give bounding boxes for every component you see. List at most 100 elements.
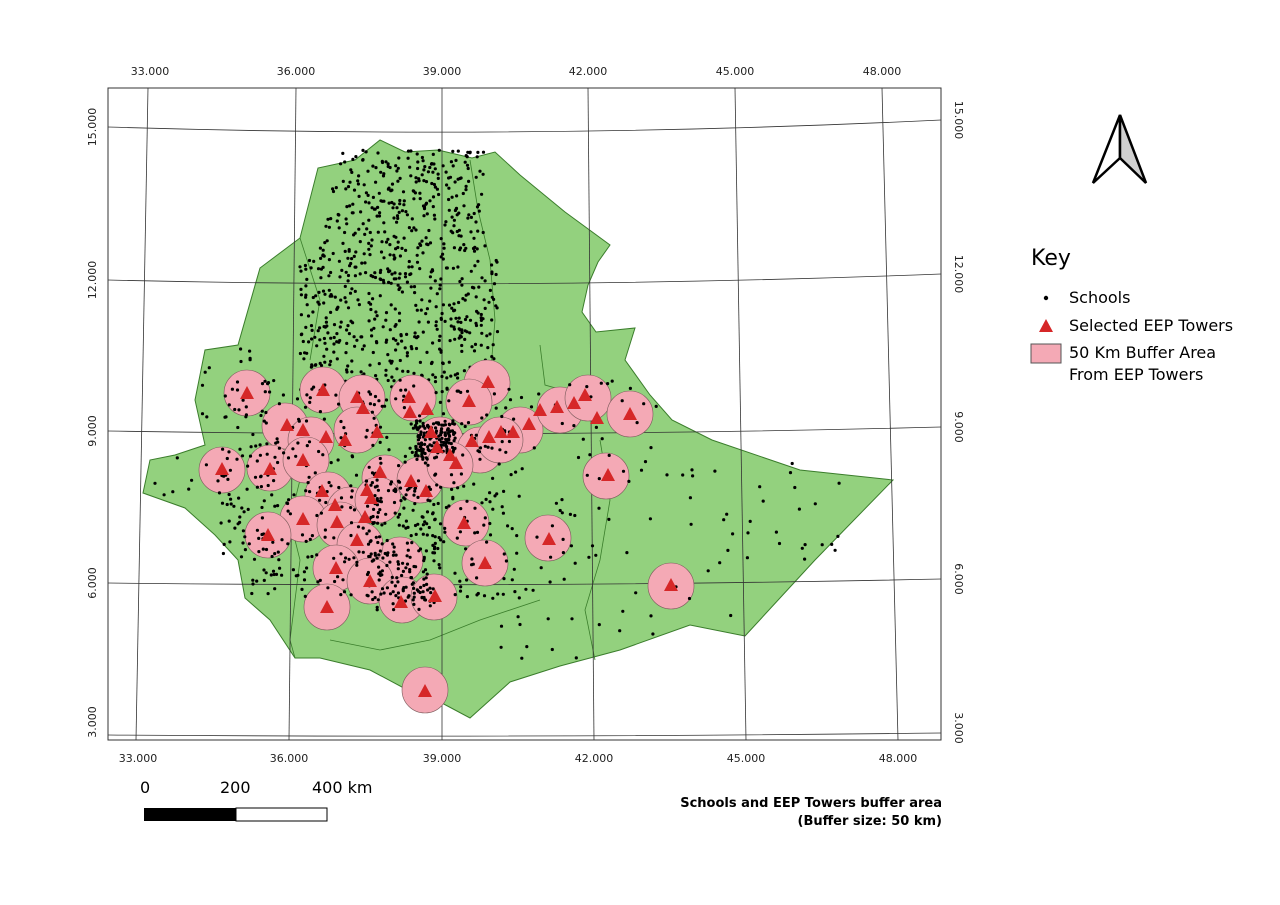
- school-point: [303, 594, 307, 599]
- school-point: [358, 240, 362, 244]
- school-point: [597, 623, 601, 627]
- school-point: [485, 413, 489, 417]
- school-point: [421, 330, 425, 334]
- school-point: [490, 446, 494, 450]
- school-point: [426, 498, 430, 502]
- school-point: [447, 186, 451, 190]
- school-point: [368, 540, 372, 544]
- school-point: [790, 461, 794, 466]
- school-point: [346, 273, 351, 278]
- school-point: [441, 164, 445, 168]
- school-point: [427, 485, 431, 489]
- school-point: [419, 430, 423, 434]
- school-point: [456, 149, 460, 153]
- school-point: [428, 443, 432, 447]
- school-point: [442, 370, 446, 374]
- school-point: [473, 264, 477, 268]
- school-point: [408, 446, 412, 450]
- school-point: [432, 502, 436, 507]
- school-point: [353, 265, 357, 269]
- school-point: [344, 270, 348, 274]
- school-point: [392, 234, 396, 238]
- school-point: [475, 309, 479, 313]
- school-point: [405, 280, 409, 284]
- school-point: [398, 202, 402, 206]
- school-point: [244, 405, 248, 409]
- school-point: [371, 195, 375, 199]
- school-point: [414, 346, 419, 351]
- school-point: [328, 363, 332, 367]
- school-point: [259, 413, 263, 418]
- tower-marker: [280, 418, 294, 431]
- school-point: [263, 390, 267, 394]
- school-point: [462, 484, 466, 488]
- school-point: [366, 542, 371, 546]
- school-point: [423, 461, 427, 465]
- school-point: [558, 508, 562, 513]
- school-point: [430, 181, 434, 186]
- school-point: [315, 344, 319, 348]
- school-point: [649, 446, 653, 450]
- school-point: [337, 226, 341, 230]
- school-point: [419, 585, 423, 590]
- school-point: [488, 533, 493, 537]
- school-point: [390, 375, 394, 379]
- school-point: [418, 435, 422, 440]
- tower-marker: [330, 515, 344, 528]
- school-point: [323, 528, 327, 532]
- school-point: [474, 220, 478, 224]
- school-point: [463, 317, 468, 322]
- school-point: [239, 347, 243, 351]
- school-point: [687, 596, 692, 601]
- school-point: [447, 441, 451, 445]
- school-point: [408, 165, 412, 169]
- school-point: [365, 428, 369, 432]
- school-point: [362, 344, 366, 348]
- school-point: [371, 350, 375, 355]
- school-point: [416, 479, 421, 483]
- school-point: [428, 437, 432, 441]
- school-point: [473, 245, 477, 249]
- school-point: [460, 331, 464, 335]
- school-point: [353, 289, 357, 293]
- school-point: [268, 390, 272, 394]
- school-point: [469, 269, 473, 273]
- school-point: [452, 246, 456, 250]
- school-point: [404, 526, 408, 530]
- school-point: [409, 422, 413, 426]
- school-point: [264, 410, 268, 415]
- left-tick: 6.000: [86, 567, 99, 599]
- school-point: [340, 505, 344, 509]
- school-point: [550, 647, 554, 652]
- school-point: [412, 602, 416, 607]
- school-point: [418, 448, 422, 452]
- school-point: [456, 486, 460, 490]
- school-point: [276, 460, 280, 465]
- school-point: [517, 494, 521, 498]
- school-point: [376, 230, 380, 234]
- school-point: [380, 199, 384, 203]
- school-point: [450, 215, 454, 219]
- school-point: [410, 265, 414, 269]
- school-point: [384, 398, 389, 402]
- school-point: [421, 447, 425, 452]
- school-point: [321, 248, 325, 252]
- school-point: [363, 261, 367, 265]
- school-point: [482, 523, 486, 527]
- school-point: [396, 216, 400, 220]
- school-point: [511, 417, 516, 421]
- school-point: [303, 263, 307, 268]
- school-point: [648, 517, 653, 521]
- school-point: [464, 547, 468, 551]
- tower-marker: [522, 417, 536, 430]
- school-point: [389, 281, 393, 285]
- school-point: [496, 592, 500, 596]
- school-point: [440, 374, 444, 379]
- school-point: [402, 406, 406, 410]
- school-point: [444, 505, 448, 510]
- school-point: [204, 463, 208, 467]
- tower-marker: [404, 474, 418, 487]
- school-point: [368, 253, 372, 257]
- school-point: [428, 586, 432, 590]
- legend-label: Schools: [1069, 288, 1131, 307]
